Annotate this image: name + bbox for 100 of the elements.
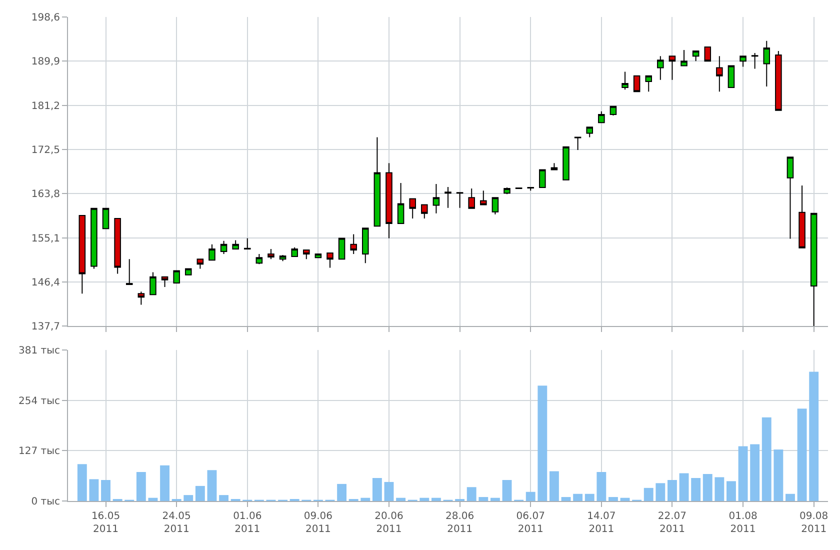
- candlestick: [504, 187, 510, 195]
- x-tick-label: 24.05 2011: [162, 511, 191, 535]
- x-tick-label: 16.05 2011: [91, 511, 120, 535]
- bar: [478, 497, 488, 501]
- bar: [750, 444, 760, 501]
- bar: [762, 417, 772, 501]
- y-tick-label: 381 тыс: [18, 345, 60, 356]
- candlestick: [468, 188, 475, 209]
- bar: [466, 487, 476, 501]
- bar: [797, 408, 807, 501]
- y-tick-label: 137,7: [31, 322, 60, 333]
- y-tick-label: 0 тыс: [31, 496, 60, 508]
- candlestick: [598, 110, 605, 124]
- candlestick: [562, 146, 570, 180]
- candlestick: [786, 156, 794, 240]
- bar: [337, 484, 347, 501]
- x-tick-label: 01.08 2011: [728, 511, 758, 535]
- candlestick: [728, 65, 735, 88]
- bar: [101, 480, 110, 501]
- bar: [184, 495, 194, 501]
- bar: [608, 497, 618, 501]
- candlestick: [326, 252, 334, 268]
- candlestick: [622, 71, 628, 90]
- candlestick: [150, 272, 156, 296]
- bar: [136, 472, 146, 501]
- bar: [219, 495, 228, 501]
- candlestick: [539, 169, 546, 188]
- candlestick: [114, 218, 121, 274]
- bar: [714, 477, 724, 501]
- x-tick-label: 06.07 2011: [516, 511, 545, 535]
- candlestick: [444, 186, 452, 208]
- x-tick-label: 20.06 2011: [374, 511, 404, 535]
- candlestick: [798, 185, 806, 248]
- bar: [89, 479, 99, 501]
- bar: [596, 472, 606, 501]
- candlestick: [208, 244, 216, 261]
- candlestick: [492, 197, 499, 215]
- y-tick-label: 254 тыс: [18, 396, 60, 407]
- y-tick-label: 198,6: [31, 12, 60, 24]
- bar: [384, 482, 394, 501]
- x-tick-label: 01.06 2011: [233, 511, 262, 535]
- candlestick: [680, 49, 688, 66]
- bar: [431, 498, 441, 501]
- bar: [774, 449, 784, 501]
- candlestick: [550, 162, 558, 170]
- candlestick: [362, 228, 369, 264]
- bar: [396, 498, 406, 501]
- bar: [195, 486, 205, 501]
- candlestick: [409, 198, 416, 219]
- y-tick-label: 163,8: [31, 189, 60, 200]
- candlestick: [196, 258, 204, 270]
- x-tick-label: 09.08 2011: [800, 511, 828, 535]
- bar: [809, 372, 819, 501]
- candlestick: [138, 291, 145, 306]
- y-tick-label: 127 тыс: [18, 446, 60, 458]
- candlestick: [574, 136, 582, 150]
- candlestick: [763, 40, 770, 88]
- bar: [77, 464, 87, 501]
- y-tick-label: 172,5: [31, 144, 60, 156]
- candlestick: [645, 75, 652, 92]
- candlestick: [302, 249, 310, 260]
- candlestick: [338, 238, 346, 260]
- candlestick: [256, 254, 263, 265]
- bar: [702, 474, 712, 501]
- candlestick: [386, 162, 392, 239]
- candlestick: [173, 270, 180, 284]
- bar: [786, 494, 795, 501]
- candlestick: [740, 56, 746, 68]
- bar: [726, 481, 736, 501]
- y-tick-label: 146,4: [31, 277, 60, 288]
- bar: [620, 498, 630, 501]
- candlestick: [775, 50, 782, 111]
- bar: [490, 498, 500, 501]
- bar: [148, 498, 158, 501]
- candlestick: [232, 240, 239, 250]
- bar: [561, 497, 571, 501]
- y-tick-label: 155,1: [31, 233, 60, 244]
- y-tick-label: 181,2: [31, 100, 60, 112]
- x-tick-label: 14.07 2011: [587, 511, 616, 535]
- bar: [420, 498, 430, 501]
- candlestick: [102, 208, 110, 230]
- candlestick: [657, 56, 664, 80]
- x-tick-label: 22.07 2011: [658, 511, 687, 535]
- candlestick: [279, 254, 286, 262]
- x-tick-label: 28.06 2011: [445, 511, 474, 535]
- candlestick: [751, 52, 758, 70]
- candlestick: [291, 246, 298, 258]
- bar: [738, 446, 748, 501]
- candlestick: [397, 182, 404, 224]
- bar: [160, 465, 170, 501]
- candlestick: [704, 46, 712, 62]
- bar: [691, 478, 701, 501]
- bar: [502, 480, 512, 501]
- candlestick: [668, 56, 676, 80]
- candlestick: [90, 208, 98, 270]
- candlestick: [244, 238, 251, 250]
- candlestick: [633, 75, 640, 92]
- bar: [538, 386, 548, 501]
- bar: [207, 470, 217, 501]
- candlestick: [78, 214, 86, 294]
